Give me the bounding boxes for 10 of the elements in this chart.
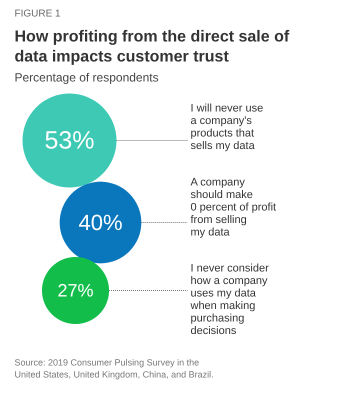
category-label: I will never use a company's products that sells my data: [190, 102, 264, 152]
text: Percentage of respondents: [14, 70, 159, 84]
text: How profiting from the direct sale of data impacts customer trust: [14, 28, 290, 66]
data-label: 40%: [78, 210, 123, 235]
category-label: I never consider how a company uses my data when making purchasing decisions: [190, 262, 270, 337]
category-label: A company should make 0 percent of profit from selling my data: [190, 176, 276, 238]
caption: FIGURE 1: [14, 8, 62, 20]
data-label: 53%: [44, 126, 95, 154]
source-note: Source: 2019 Consumer Pulsing Survey in the United States, United Kingdom, China, and Brazil.: [14, 358, 214, 380]
data-label: 27%: [57, 280, 94, 300]
